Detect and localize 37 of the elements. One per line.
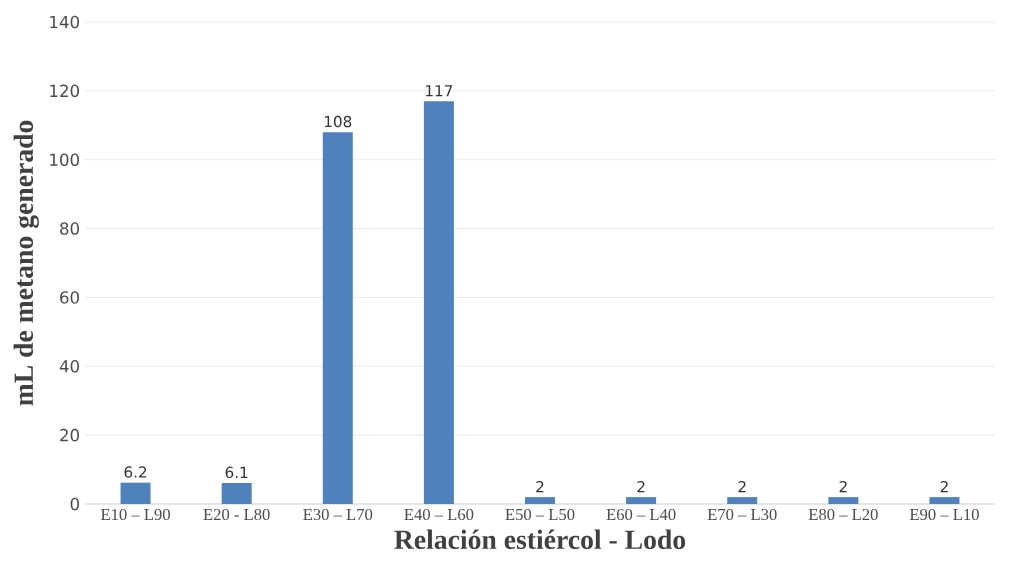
- data-label: 2: [940, 480, 948, 493]
- x-tick-label: E90 – L10: [909, 508, 979, 521]
- x-tick-label: E60 – L40: [606, 508, 676, 521]
- data-label: 108: [324, 115, 352, 128]
- bar: [727, 497, 758, 504]
- y-tick-label: 140: [50, 15, 79, 29]
- bar: [423, 101, 454, 504]
- data-label: 117: [426, 85, 453, 97]
- y-tick-label: 100: [50, 153, 79, 166]
- x-tick-label: E80 – L20: [808, 508, 878, 521]
- bar: [929, 497, 960, 504]
- bar: [221, 483, 252, 504]
- bar: [525, 497, 556, 504]
- data-label: 2: [839, 480, 847, 493]
- x-tick-label: E10 – L90: [100, 508, 170, 521]
- bar: [120, 482, 151, 504]
- bar: [322, 132, 353, 504]
- data-label: 2: [738, 480, 746, 493]
- data-label: 2: [637, 480, 645, 493]
- bar: [828, 497, 859, 504]
- y-tick-label: 0: [70, 497, 80, 511]
- x-tick-label: E70 – L30: [707, 508, 777, 521]
- data-label: 6.2: [124, 466, 147, 478]
- x-tick-label: E50 – L50: [505, 508, 575, 521]
- y-tick-label: 40: [59, 360, 80, 373]
- x-tick-label: E20 - L80: [203, 508, 270, 521]
- data-label: 2: [536, 480, 544, 493]
- y-tick-label: 20: [60, 428, 80, 442]
- y-tick-label: 120: [50, 84, 79, 98]
- y-axis-title: mL de metano generado: [13, 120, 39, 406]
- data-label: 6.1: [225, 466, 248, 479]
- x-tick-label: E40 – L60: [404, 508, 474, 521]
- bar: [626, 497, 657, 504]
- y-tick-label: 60: [60, 291, 80, 304]
- x-tick-label: E30 – L70: [303, 508, 373, 521]
- x-axis-title: Relación estiércol - Lodo: [394, 529, 686, 550]
- y-tick-label: 80: [60, 222, 80, 235]
